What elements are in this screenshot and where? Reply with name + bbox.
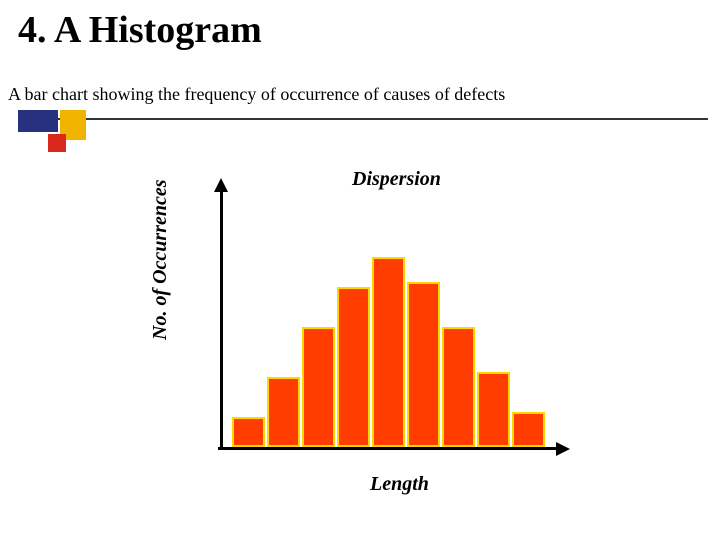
x-axis-arrow-icon [556, 442, 570, 456]
histogram-bar [267, 377, 300, 447]
histogram-bar [337, 287, 370, 447]
decor-block [18, 110, 106, 170]
histogram-bar [512, 412, 545, 447]
page-title: 4. A Histogram [18, 8, 262, 52]
dispersion-label: Dispersion [352, 168, 441, 191]
plot-area [220, 190, 560, 450]
y-axis-label: No. of Occurrences [149, 179, 172, 340]
x-axis-label: Length [370, 473, 429, 496]
histogram-bar [477, 372, 510, 447]
subtitle: A bar chart showing the frequency of occ… [8, 84, 505, 105]
histogram-bar [372, 257, 405, 447]
bars-container [232, 197, 547, 447]
histogram-bar [232, 417, 265, 447]
histogram-bar [407, 282, 440, 447]
slide: 4. A Histogram A bar chart showing the f… [0, 0, 720, 540]
x-axis [218, 447, 562, 450]
y-axis [220, 186, 223, 448]
decor-red [48, 134, 66, 152]
divider [18, 118, 708, 120]
histogram-bar [442, 327, 475, 447]
y-axis-arrow-icon [214, 178, 228, 192]
histogram-bar [302, 327, 335, 447]
decor-blue [18, 110, 58, 132]
histogram-chart: Dispersion No. of Occurrences Length [180, 190, 580, 490]
